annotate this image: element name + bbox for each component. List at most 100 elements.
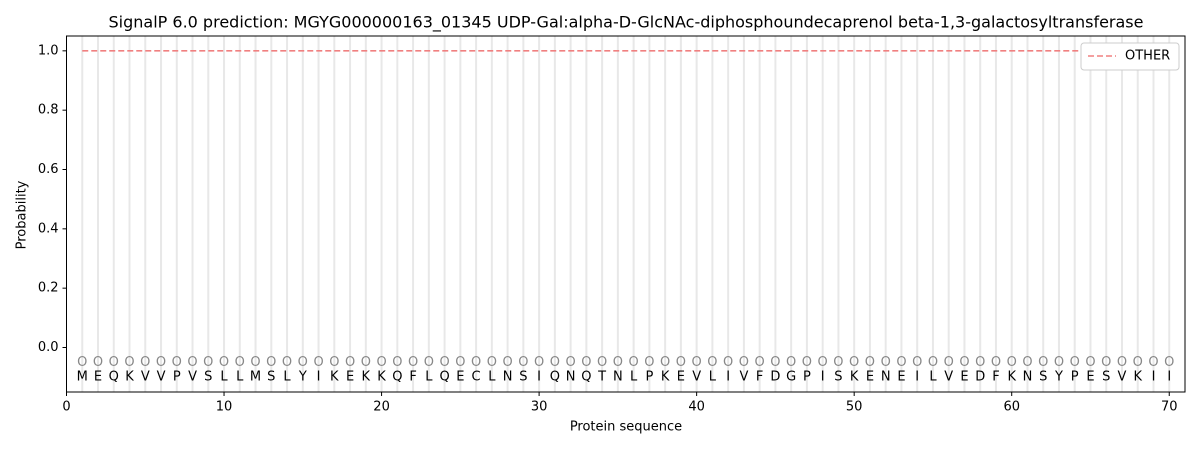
- residue-label: V: [157, 370, 166, 385]
- region-label: O: [534, 355, 544, 370]
- residue-label: I: [1167, 370, 1171, 385]
- region-label: O: [124, 355, 134, 370]
- region-label: O: [660, 355, 670, 370]
- y-tick-label: 0.0: [38, 340, 59, 355]
- residue-label: N: [881, 370, 891, 385]
- region-label: O: [376, 355, 386, 370]
- region-label: O: [1070, 355, 1080, 370]
- region-label: O: [723, 355, 733, 370]
- residue-label: L: [236, 370, 244, 385]
- residue-label: E: [897, 370, 905, 385]
- residue-label: E: [94, 370, 102, 385]
- x-tick-label: 50: [846, 400, 863, 415]
- residue-label: S: [1039, 370, 1047, 385]
- region-label: O: [928, 355, 938, 370]
- residue-label: V: [739, 370, 748, 385]
- residue-label: I: [821, 370, 825, 385]
- region-label: O: [1117, 355, 1127, 370]
- region-label: O: [881, 355, 891, 370]
- y-axis-label: Probability: [15, 180, 30, 249]
- legend-box: [1080, 42, 1180, 71]
- residue-label: P: [803, 370, 811, 385]
- residue-label: L: [630, 370, 638, 385]
- region-label: O: [975, 355, 985, 370]
- region-label: O: [518, 355, 528, 370]
- residue-label: N: [613, 370, 623, 385]
- residue-label: L: [425, 370, 433, 385]
- region-label: O: [109, 355, 119, 370]
- region-label: O: [219, 355, 229, 370]
- residue-label: Q: [109, 370, 119, 385]
- region-label: O: [1007, 355, 1017, 370]
- region-label: O: [471, 355, 481, 370]
- region-label: O: [818, 355, 828, 370]
- region-label: O: [739, 355, 749, 370]
- region-label: O: [502, 355, 512, 370]
- residue-label: L: [488, 370, 496, 385]
- residue-label: V: [188, 370, 197, 385]
- residue-label: S: [204, 370, 212, 385]
- residue-label: T: [597, 370, 606, 385]
- residue-label: Y: [298, 370, 307, 385]
- residue-label: S: [1102, 370, 1110, 385]
- residue-label: V: [692, 370, 701, 385]
- residue-label: K: [362, 370, 371, 385]
- y-tick-label: 1.0: [38, 43, 59, 58]
- region-label: O: [1038, 355, 1048, 370]
- region-label: O: [802, 355, 812, 370]
- region-label: O: [550, 355, 560, 370]
- region-label: O: [487, 355, 497, 370]
- region-label: O: [77, 355, 87, 370]
- region-label: O: [156, 355, 166, 370]
- region-label: O: [1164, 355, 1174, 370]
- region-label: O: [1022, 355, 1032, 370]
- region-label: O: [565, 355, 575, 370]
- region-label: O: [1148, 355, 1158, 370]
- region-label: O: [959, 355, 969, 370]
- residue-label: S: [519, 370, 527, 385]
- region-label: O: [250, 355, 260, 370]
- residue-label: K: [1133, 370, 1142, 385]
- region-label: O: [266, 355, 276, 370]
- residue-label: D: [770, 370, 780, 385]
- region-label: O: [896, 355, 906, 370]
- chart-title: SignalP 6.0 prediction: MGYG000000163_01…: [109, 13, 1144, 33]
- residue-label: L: [220, 370, 228, 385]
- residue-label: I: [537, 370, 541, 385]
- region-label: O: [282, 355, 292, 370]
- x-tick-label: 20: [373, 400, 390, 415]
- region-label: O: [597, 355, 607, 370]
- region-label: O: [1054, 355, 1064, 370]
- residue-label: K: [125, 370, 134, 385]
- region-label: O: [392, 355, 402, 370]
- plot-frame: [66, 35, 1186, 393]
- region-label: O: [424, 355, 434, 370]
- x-tick-label: 0: [62, 400, 70, 415]
- residue-label: F: [992, 370, 999, 385]
- y-tick-label: 0.8: [38, 103, 59, 118]
- region-label: O: [298, 355, 308, 370]
- residue-label: K: [330, 370, 339, 385]
- region-label: O: [329, 355, 339, 370]
- region-label: O: [408, 355, 418, 370]
- residue-label: G: [786, 370, 796, 385]
- region-label: O: [692, 355, 702, 370]
- region-label: O: [313, 355, 323, 370]
- residue-label: K: [850, 370, 859, 385]
- x-tick-label: 10: [216, 400, 233, 415]
- residue-label: E: [1086, 370, 1094, 385]
- residue-label: Q: [439, 370, 449, 385]
- residue-label: Q: [550, 370, 560, 385]
- residue-label: F: [756, 370, 763, 385]
- residue-label: L: [709, 370, 717, 385]
- region-label: O: [991, 355, 1001, 370]
- residue-label: P: [1071, 370, 1079, 385]
- region-label: O: [203, 355, 213, 370]
- region-label: O: [912, 355, 922, 370]
- residue-label: E: [677, 370, 685, 385]
- residue-label: M: [77, 370, 88, 385]
- residue-label: I: [915, 370, 919, 385]
- region-label: O: [361, 355, 371, 370]
